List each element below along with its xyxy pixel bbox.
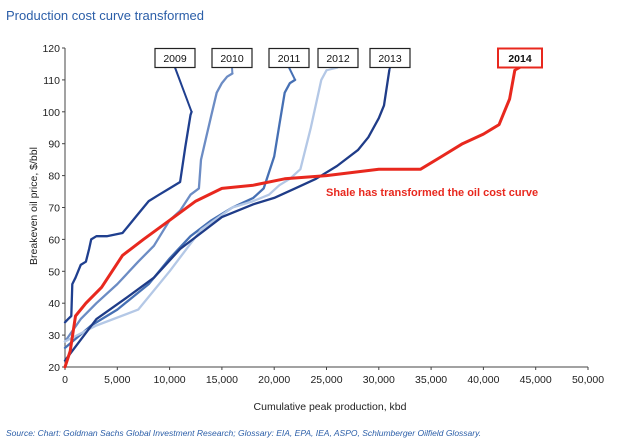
x-tick-label: 10,000 <box>154 374 186 386</box>
y-tick-label: 40 <box>48 298 60 310</box>
series-line-2013 <box>63 69 391 362</box>
legend: 2009 2010 2011 2012 2013 2014 <box>154 47 543 113</box>
x-axis-ticks: 0 5,000 10,000 15,000 20,000 25,000 30,000 35,0… <box>62 367 604 386</box>
x-tick-label: 0 <box>62 374 68 386</box>
source-note: Source: Chart: Goldman Sachs Global Inve… <box>6 428 481 438</box>
shale-annotation: Shale has transformed the oil cost curve <box>326 187 538 199</box>
x-tick-label: 30,000 <box>363 374 395 386</box>
series-layer <box>63 68 517 369</box>
y-tick-label: 50 <box>48 266 60 278</box>
x-tick-label: 50,000 <box>572 374 604 386</box>
y-tick-label: 100 <box>42 107 60 119</box>
x-tick-label: 5,000 <box>104 374 130 386</box>
x-tick-label: 35,000 <box>415 374 447 386</box>
legend-box-2010 <box>211 47 253 69</box>
y-tick-label: 80 <box>48 171 60 183</box>
y-axis-ticks: 20 30 40 50 60 70 80 90 100 110 120 <box>42 43 65 374</box>
x-tick-label: 20,000 <box>258 374 290 386</box>
legend-label-2013: 2013 <box>378 53 402 65</box>
x-tick-label: 25,000 <box>310 374 342 386</box>
legend-label-2014: 2014 <box>508 53 532 65</box>
x-tick-label: 45,000 <box>520 374 552 386</box>
y-tick-label: 60 <box>48 234 60 246</box>
legend-box-2011 <box>268 47 310 69</box>
chart-title: Production cost curve transformed <box>6 8 204 23</box>
legend-box-2009 <box>154 47 196 69</box>
legend-connector-2009 <box>174 67 193 113</box>
legend-box-2012 <box>317 47 359 69</box>
y-tick-label: 120 <box>42 43 60 55</box>
series-line-2009 <box>63 110 193 324</box>
y-axis-label: Breakeven oil price, $/bbl <box>28 147 40 265</box>
y-tick-label: 90 <box>48 139 60 151</box>
y-tick-label: 20 <box>48 362 60 374</box>
y-tick-label: 30 <box>48 330 60 342</box>
legend-label-2010: 2010 <box>220 53 244 65</box>
legend-box-2014 <box>497 47 543 69</box>
y-tick-label: 70 <box>48 203 60 215</box>
x-tick-label: 15,000 <box>206 374 238 386</box>
x-axis-label: Cumulative peak production, kbd <box>254 401 407 413</box>
legend-connector-2011 <box>288 67 297 81</box>
x-tick-label: 40,000 <box>467 374 499 386</box>
series-line-2014 <box>63 68 517 369</box>
series-line-2012 <box>63 69 328 343</box>
y-tick-label: 110 <box>43 75 60 87</box>
legend-box-2013 <box>369 47 411 69</box>
legend-label-2009: 2009 <box>163 53 187 65</box>
series-line-2010 <box>63 72 234 343</box>
legend-label-2011: 2011 <box>278 53 301 65</box>
legend-label-2012: 2012 <box>326 53 350 65</box>
